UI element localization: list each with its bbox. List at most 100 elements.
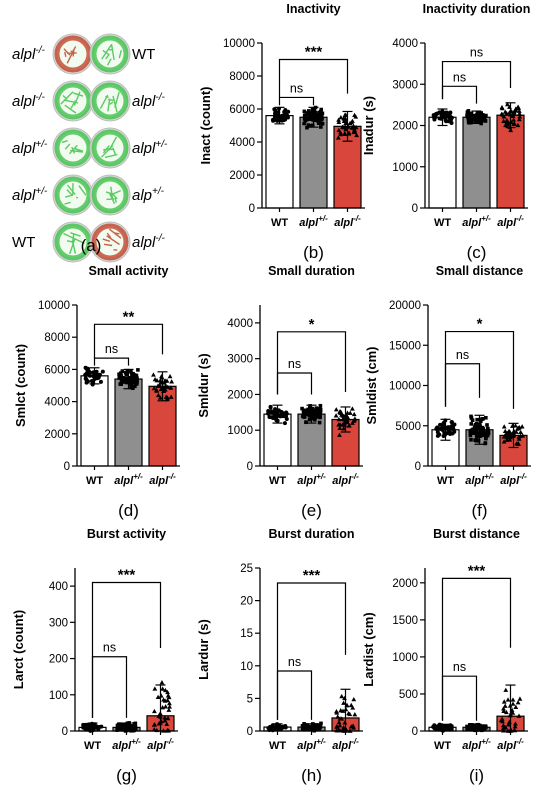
data-point: [512, 724, 518, 729]
data-point: [341, 700, 346, 705]
x-tick-label: alpl-/-: [334, 214, 361, 229]
data-point: [469, 422, 474, 426]
data-point: [128, 724, 133, 728]
significance-bracket: [441, 60, 512, 100]
chart-panel-b: Inactivity Inact (count) 0 2000 4000 6000 8000…: [198, 2, 365, 262]
data-point: [475, 417, 479, 422]
data-point: [501, 706, 506, 711]
y-tick-label: 3000: [227, 354, 253, 366]
data-point: [517, 114, 523, 119]
data-point: [432, 117, 437, 122]
data-point: [134, 373, 139, 378]
data-point: [514, 441, 519, 446]
y-tick-label: 25: [240, 563, 253, 575]
x-tick-label: alpl-/-: [332, 737, 359, 752]
x-tick-label: alpl-/-: [497, 214, 524, 229]
data-point: [339, 716, 345, 721]
y-tick-label: 10000: [389, 381, 421, 393]
data-point: [518, 429, 524, 435]
data-point: [162, 378, 168, 383]
panel-letter: (h): [301, 766, 322, 785]
y-tick-label: 100: [49, 690, 68, 702]
y-tick-label: 400: [49, 581, 68, 593]
data-point: [465, 724, 469, 729]
data-point: [311, 723, 315, 727]
data-point: [166, 707, 172, 712]
data-point: [479, 111, 484, 115]
data-point: [337, 409, 343, 415]
data-point: [347, 711, 353, 717]
dish-track-lines: [63, 232, 85, 255]
data-point: [334, 723, 340, 729]
x-tick-label: alpl+/-: [299, 214, 328, 229]
y-tick-label: 4000: [44, 397, 70, 409]
data-point: [519, 424, 525, 429]
data-point: [452, 422, 457, 427]
data-point: [351, 418, 357, 423]
significance-label: ns: [453, 660, 466, 674]
data-point: [469, 416, 474, 420]
data-point: [282, 421, 287, 426]
data-point: [335, 135, 341, 140]
x-tick-label: WT: [269, 740, 286, 752]
data-point: [155, 392, 161, 398]
data-point: [341, 426, 347, 431]
data-point: [508, 127, 514, 133]
data-point: [116, 722, 121, 727]
bar: [114, 378, 143, 467]
data-point: [317, 420, 322, 425]
data-point: [163, 704, 169, 709]
significance-label: ***: [305, 44, 323, 61]
data-point: [469, 428, 474, 433]
data-point: [517, 696, 523, 701]
data-point: [308, 404, 313, 408]
chart-panel-i: Burst distance Lardist (cm) 0 500 1000 1500 20…: [361, 527, 528, 785]
data-point: [154, 378, 160, 383]
x-tick-label: WT: [86, 475, 103, 487]
data-point: [481, 433, 486, 438]
data-point: [474, 427, 479, 432]
y-tick-label: 2000: [392, 578, 418, 590]
data-point: [449, 420, 454, 425]
y-tick-label: 500: [399, 689, 418, 701]
data-point: [336, 719, 342, 725]
data-point: [474, 437, 479, 442]
data-point: [318, 121, 323, 125]
data-point: [315, 115, 320, 120]
data-point: [441, 434, 446, 439]
data-point: [159, 680, 165, 685]
data-point: [481, 430, 486, 434]
data-point: [501, 439, 507, 444]
dish-track-lines: [101, 43, 122, 66]
data-point: [302, 114, 307, 118]
significance-label: ns: [288, 655, 301, 669]
data-point: [504, 101, 510, 107]
data-point: [125, 368, 130, 373]
y-tick-label: 0: [415, 461, 421, 473]
significance-label: *: [309, 316, 315, 333]
chart-title: Small distance: [436, 264, 524, 278]
panel-letter: (d): [118, 501, 139, 520]
y-tick-label: 10000: [38, 300, 70, 312]
data-point: [513, 108, 519, 113]
significance-bracket: [93, 357, 130, 366]
data-point: [302, 410, 307, 415]
data-point: [450, 425, 455, 430]
data-point: [279, 409, 284, 414]
data-point: [502, 703, 508, 708]
data-point: [506, 429, 512, 434]
x-tick-label: alpl+/-: [114, 472, 143, 487]
data-point: [431, 113, 436, 118]
data-point: [129, 372, 134, 376]
data-point: [501, 699, 507, 704]
data-point: [135, 380, 139, 384]
y-tick-label: 1000: [392, 652, 418, 664]
data-point: [352, 127, 357, 132]
genotype-label: alpl-/-: [132, 233, 165, 251]
data-point: [167, 373, 173, 379]
data-point: [123, 723, 128, 727]
data-point: [501, 118, 507, 124]
y-tick-label: 1500: [392, 615, 418, 627]
data-point: [476, 113, 480, 118]
data-point: [151, 372, 156, 377]
